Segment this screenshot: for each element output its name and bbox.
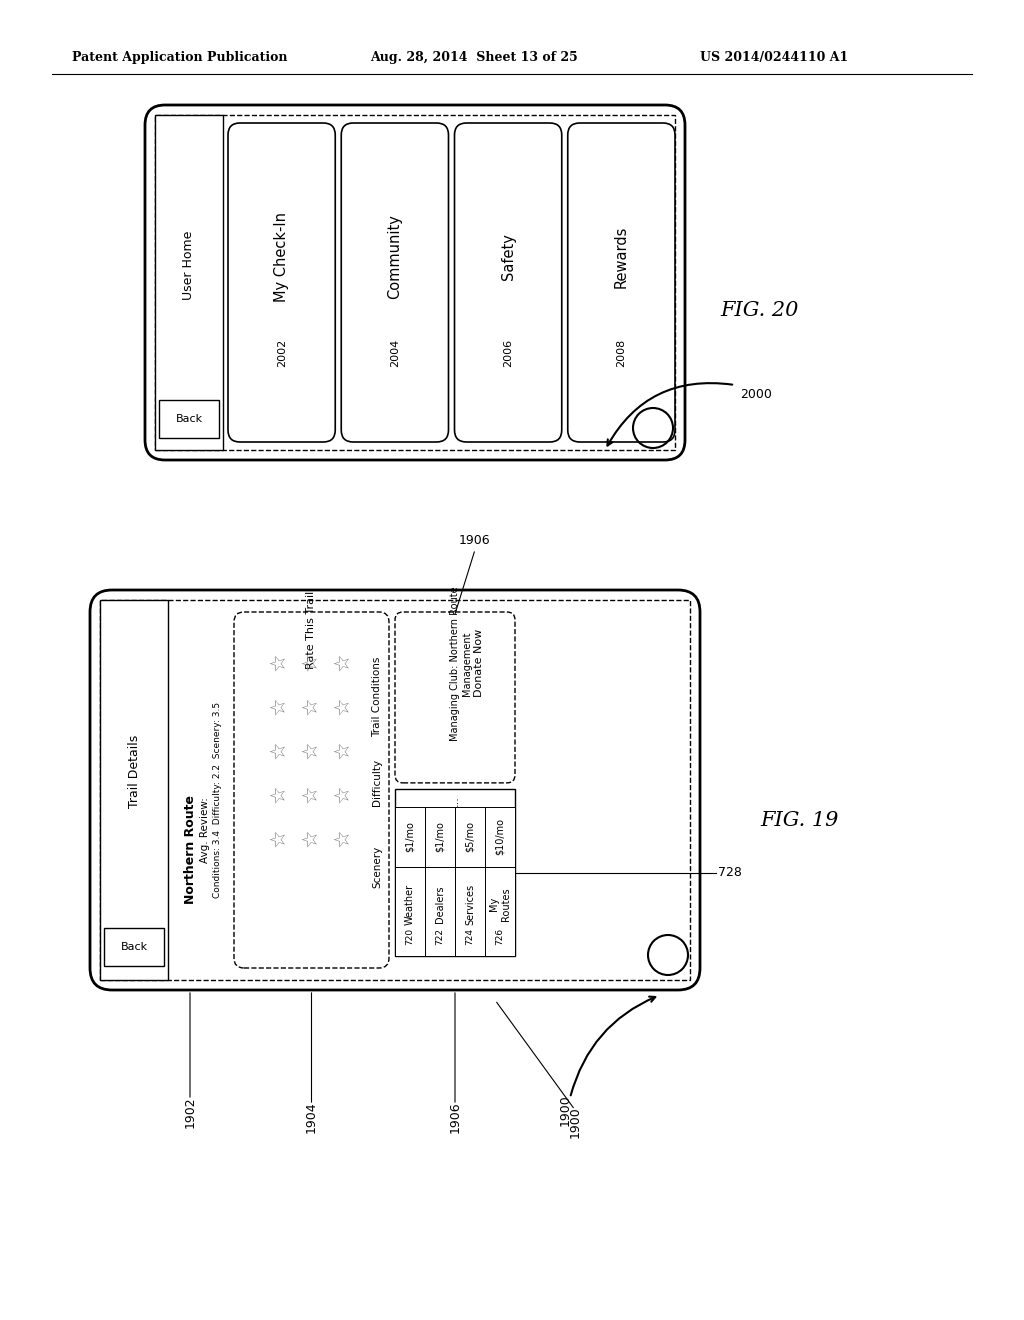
Text: Managing Club: Northern Route: Managing Club: Northern Route	[450, 586, 460, 741]
FancyBboxPatch shape	[455, 123, 562, 442]
Text: Community: Community	[387, 215, 402, 300]
Text: Weather: Weather	[406, 883, 415, 924]
Text: ☆: ☆	[301, 741, 321, 759]
Text: Scenery: Scenery	[372, 846, 382, 888]
Text: 726: 726	[496, 928, 505, 945]
FancyBboxPatch shape	[228, 123, 335, 442]
FancyBboxPatch shape	[395, 612, 515, 783]
Text: ☆: ☆	[333, 741, 353, 759]
Bar	[455, 867, 485, 956]
Text: FIG. 20: FIG. 20	[720, 301, 799, 319]
FancyBboxPatch shape	[567, 123, 675, 442]
Bar	[395, 807, 425, 867]
Text: User Home: User Home	[182, 231, 196, 301]
Bar	[425, 807, 455, 867]
Text: Trail Conditions: Trail Conditions	[372, 657, 382, 737]
Bar	[395, 867, 425, 956]
Text: ...: ...	[450, 796, 460, 807]
Text: 2002: 2002	[276, 338, 287, 367]
Text: My Check-In: My Check-In	[274, 213, 289, 302]
Text: Difficulty: Difficulty	[372, 759, 382, 805]
Text: Patent Application Publication: Patent Application Publication	[72, 51, 288, 65]
Text: 1900: 1900	[568, 1106, 582, 1138]
Text: $10/mo: $10/mo	[495, 818, 505, 855]
Text: Northern Route: Northern Route	[183, 796, 197, 904]
Text: ☆: ☆	[301, 784, 321, 804]
Bar	[159, 400, 219, 438]
Text: ☆: ☆	[269, 652, 289, 672]
Bar	[100, 601, 168, 979]
Text: Management: Management	[462, 631, 472, 696]
Text: 722: 722	[435, 928, 444, 945]
Text: FIG. 19: FIG. 19	[760, 810, 839, 829]
Bar	[485, 807, 515, 867]
Text: 1906: 1906	[449, 1101, 462, 1133]
Text: 2004: 2004	[390, 338, 400, 367]
Text: Aug. 28, 2014  Sheet 13 of 25: Aug. 28, 2014 Sheet 13 of 25	[370, 51, 578, 65]
Text: $5/mo: $5/mo	[465, 821, 475, 853]
Text: Avg. Review:: Avg. Review:	[200, 797, 210, 863]
Bar	[104, 928, 164, 966]
Text: 1904: 1904	[305, 1101, 318, 1133]
Text: US 2014/0244110 A1: US 2014/0244110 A1	[700, 51, 848, 65]
Text: ☆: ☆	[269, 741, 289, 759]
Text: Dealers: Dealers	[435, 886, 445, 923]
Bar	[155, 115, 675, 450]
Text: Rewards: Rewards	[613, 226, 629, 288]
Text: Trail Details: Trail Details	[128, 734, 140, 808]
Bar	[155, 115, 223, 450]
Text: ☆: ☆	[333, 784, 353, 804]
Text: $1/mo: $1/mo	[435, 821, 445, 853]
Text: 1900: 1900	[558, 1094, 571, 1126]
Text: ☆: ☆	[301, 652, 321, 672]
Bar	[485, 867, 515, 956]
Text: Back: Back	[175, 414, 203, 424]
FancyBboxPatch shape	[145, 106, 685, 459]
Bar	[100, 601, 690, 979]
Text: Rate This Trail: Rate This Trail	[306, 591, 316, 669]
Text: ☆: ☆	[333, 829, 353, 847]
Text: ☆: ☆	[333, 697, 353, 715]
Text: ☆: ☆	[269, 829, 289, 847]
Text: Back: Back	[121, 942, 147, 952]
FancyBboxPatch shape	[234, 612, 389, 968]
Text: 724: 724	[466, 928, 474, 945]
Text: Donate Now: Donate Now	[474, 630, 484, 697]
Text: Safety: Safety	[501, 234, 516, 280]
Text: ☆: ☆	[269, 784, 289, 804]
Text: 728: 728	[718, 866, 741, 879]
Text: 720: 720	[406, 928, 415, 945]
Text: 1906: 1906	[459, 533, 490, 546]
Text: 1902: 1902	[183, 1096, 197, 1127]
Text: My
Routes: My Routes	[489, 887, 511, 921]
Text: ☆: ☆	[301, 697, 321, 715]
Text: 2008: 2008	[616, 338, 627, 367]
Text: ☆: ☆	[301, 829, 321, 847]
Bar	[425, 867, 455, 956]
Text: Services: Services	[465, 883, 475, 924]
Text: Conditions: 3.4  Difficulty: 2.2  Scenery: 3.5: Conditions: 3.4 Difficulty: 2.2 Scenery:…	[213, 702, 222, 898]
Text: 2006: 2006	[503, 339, 513, 367]
FancyBboxPatch shape	[90, 590, 700, 990]
FancyBboxPatch shape	[341, 123, 449, 442]
Bar	[395, 789, 515, 956]
Text: ☆: ☆	[269, 697, 289, 715]
Text: 2000: 2000	[740, 388, 772, 401]
Bar	[455, 807, 485, 867]
Text: $1/mo: $1/mo	[406, 821, 415, 853]
Text: ☆: ☆	[333, 652, 353, 672]
